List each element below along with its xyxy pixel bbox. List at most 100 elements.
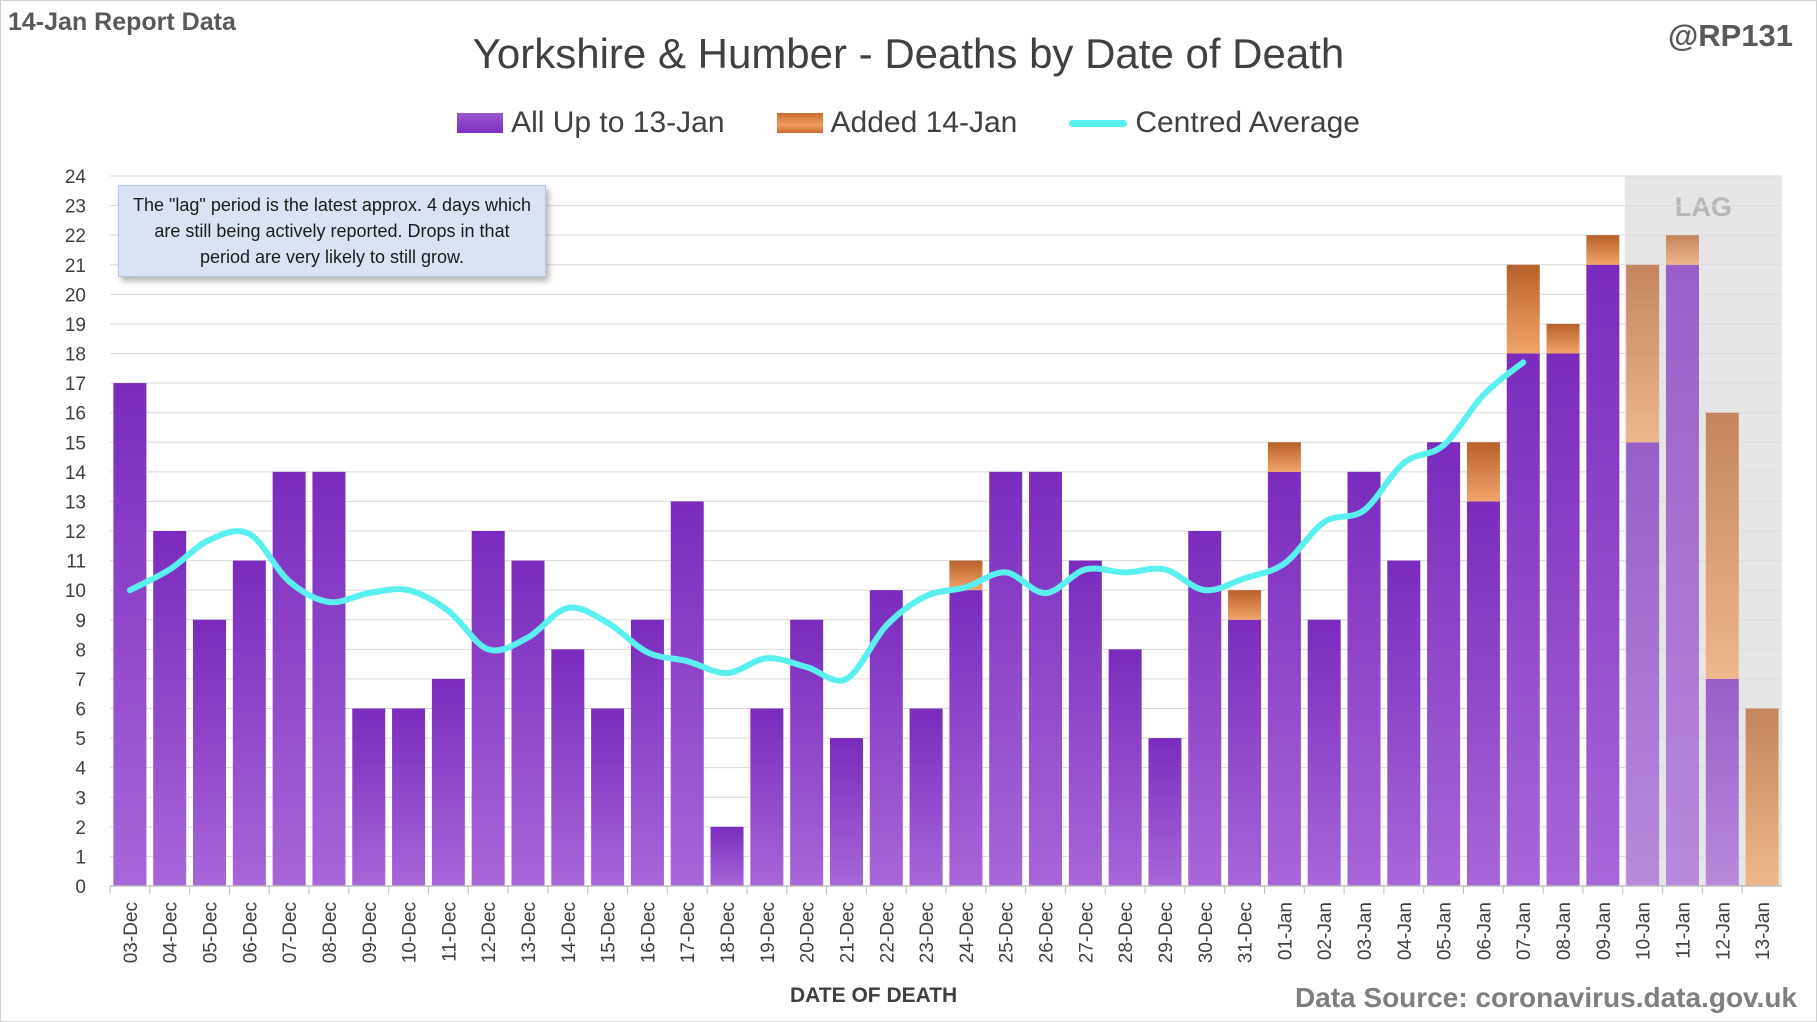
bar-all-24-Dec	[949, 590, 983, 886]
bar-all-09-Dec	[352, 708, 386, 886]
y-tick-label: 9	[75, 611, 86, 632]
x-tick-label: 04-Dec	[161, 902, 182, 963]
chart-legend: All Up to 13-Jan Added 14-Jan Centred Av…	[0, 106, 1817, 140]
legend-label-all: All Up to 13-Jan	[511, 106, 725, 139]
bar-all-03-Dec	[113, 383, 147, 886]
y-tick-label: 8	[75, 640, 86, 661]
x-tick-label: 08-Jan	[1554, 902, 1575, 960]
lag-note: The "lag" period is the latest approx. 4…	[118, 185, 546, 277]
y-tick-label: 15	[65, 433, 86, 454]
x-tick-label: 18-Dec	[718, 902, 739, 963]
bar-added-13-Jan	[1745, 708, 1779, 886]
bar-all-26-Dec	[1029, 471, 1063, 886]
legend-label-average: Centred Average	[1135, 106, 1360, 139]
bar-all-10-Dec	[392, 708, 426, 886]
x-tick-label: 13-Jan	[1753, 902, 1774, 960]
bar-added-06-Jan	[1466, 442, 1500, 502]
y-tick-label: 24	[65, 167, 87, 188]
x-tick-label: 02-Jan	[1315, 902, 1336, 960]
x-tick-label: 06-Jan	[1474, 902, 1495, 960]
lag-label: LAG	[1675, 192, 1732, 222]
x-tick-label: 01-Jan	[1275, 902, 1296, 960]
x-tick-label: 03-Jan	[1355, 902, 1376, 960]
y-tick-label: 11	[66, 552, 86, 573]
bar-all-11-Dec	[431, 678, 465, 886]
author-handle: @RP131	[1667, 18, 1793, 53]
x-tick-label: 25-Dec	[997, 902, 1018, 963]
y-tick-label: 6	[75, 700, 86, 721]
bar-all-07-Dec	[272, 471, 306, 886]
x-tick-label: 05-Dec	[201, 902, 222, 963]
bar-all-31-Dec	[1228, 619, 1262, 886]
bar-all-14-Dec	[551, 649, 585, 886]
bar-all-04-Jan	[1387, 560, 1421, 886]
bar-added-11-Jan	[1665, 235, 1699, 265]
x-tick-label: 11-Dec	[439, 902, 460, 962]
bar-all-20-Dec	[790, 619, 824, 886]
y-tick-label: 10	[65, 581, 86, 602]
y-tick-label: 18	[65, 345, 86, 366]
bar-all-12-Dec	[471, 531, 505, 886]
y-tick-label: 17	[65, 374, 86, 395]
bar-all-19-Dec	[750, 708, 784, 886]
x-tick-label: 13-Dec	[519, 902, 540, 963]
bar-all-06-Jan	[1466, 501, 1500, 886]
data-source-label: Data Source: coronavirus.data.gov.uk	[1294, 982, 1797, 1013]
bar-all-08-Dec	[312, 471, 346, 886]
bar-added-12-Jan	[1705, 412, 1739, 679]
legend-swatch-purple	[457, 113, 504, 133]
bar-all-05-Dec	[193, 619, 227, 886]
x-tick-label: 24-Dec	[957, 902, 978, 963]
x-tick-label: 06-Dec	[240, 902, 261, 963]
x-axis-label: DATE OF DEATH	[790, 984, 958, 1007]
y-tick-label: 1	[75, 847, 86, 868]
x-tick-label: 12-Jan	[1713, 902, 1734, 960]
x-tick-label: 07-Dec	[280, 902, 301, 963]
x-tick-label: 22-Dec	[877, 902, 898, 963]
x-tick-label: 03-Dec	[121, 902, 142, 963]
x-tick-label: 08-Dec	[320, 902, 341, 963]
x-tick-label: 09-Jan	[1594, 902, 1615, 960]
bar-all-04-Dec	[153, 531, 187, 886]
bar-all-08-Jan	[1546, 353, 1580, 886]
y-tick-label: 21	[65, 256, 86, 277]
x-tick-label: 26-Dec	[1037, 902, 1058, 963]
bar-all-15-Dec	[591, 708, 625, 886]
y-tick-label: 5	[75, 729, 86, 750]
bar-all-09-Jan	[1586, 264, 1620, 886]
bar-all-02-Jan	[1307, 619, 1341, 886]
x-tick-label: 28-Dec	[1116, 902, 1137, 963]
x-tick-label: 17-Dec	[678, 902, 699, 963]
x-tick-label: 31-Dec	[1236, 902, 1257, 963]
y-tick-label: 7	[75, 670, 86, 691]
x-tick-label: 15-Dec	[599, 902, 620, 963]
y-tick-label: 19	[65, 315, 86, 336]
bar-all-22-Dec	[869, 590, 903, 886]
bar-all-17-Dec	[670, 501, 704, 886]
bar-added-10-Jan	[1626, 264, 1660, 443]
y-tick-label: 13	[65, 492, 86, 513]
bar-all-07-Jan	[1506, 353, 1540, 886]
bar-all-12-Jan	[1705, 678, 1739, 886]
x-tick-label: 07-Jan	[1514, 902, 1535, 960]
y-tick-label: 16	[65, 404, 86, 425]
bar-added-09-Jan	[1586, 235, 1620, 265]
bar-all-23-Dec	[909, 708, 943, 886]
bar-all-11-Jan	[1665, 264, 1699, 886]
bar-all-27-Dec	[1068, 560, 1102, 886]
y-tick-label: 23	[65, 197, 86, 218]
x-tick-label: 19-Dec	[758, 902, 779, 963]
y-tick-label: 2	[75, 818, 86, 839]
y-tick-label: 4	[75, 759, 86, 780]
x-tick-label: 09-Dec	[360, 902, 381, 963]
centred-average-line	[126, 359, 1527, 684]
bar-all-06-Dec	[232, 560, 266, 886]
bar-all-01-Jan	[1267, 471, 1301, 886]
y-tick-label: 12	[65, 522, 86, 543]
lag-overlay	[1624, 176, 1782, 886]
bar-all-28-Dec	[1108, 649, 1142, 886]
x-tick-label: 04-Jan	[1395, 902, 1416, 960]
y-tick-label: 22	[65, 226, 86, 247]
chart-title: Yorkshire & Humber - Deaths by Date of D…	[472, 30, 1345, 77]
